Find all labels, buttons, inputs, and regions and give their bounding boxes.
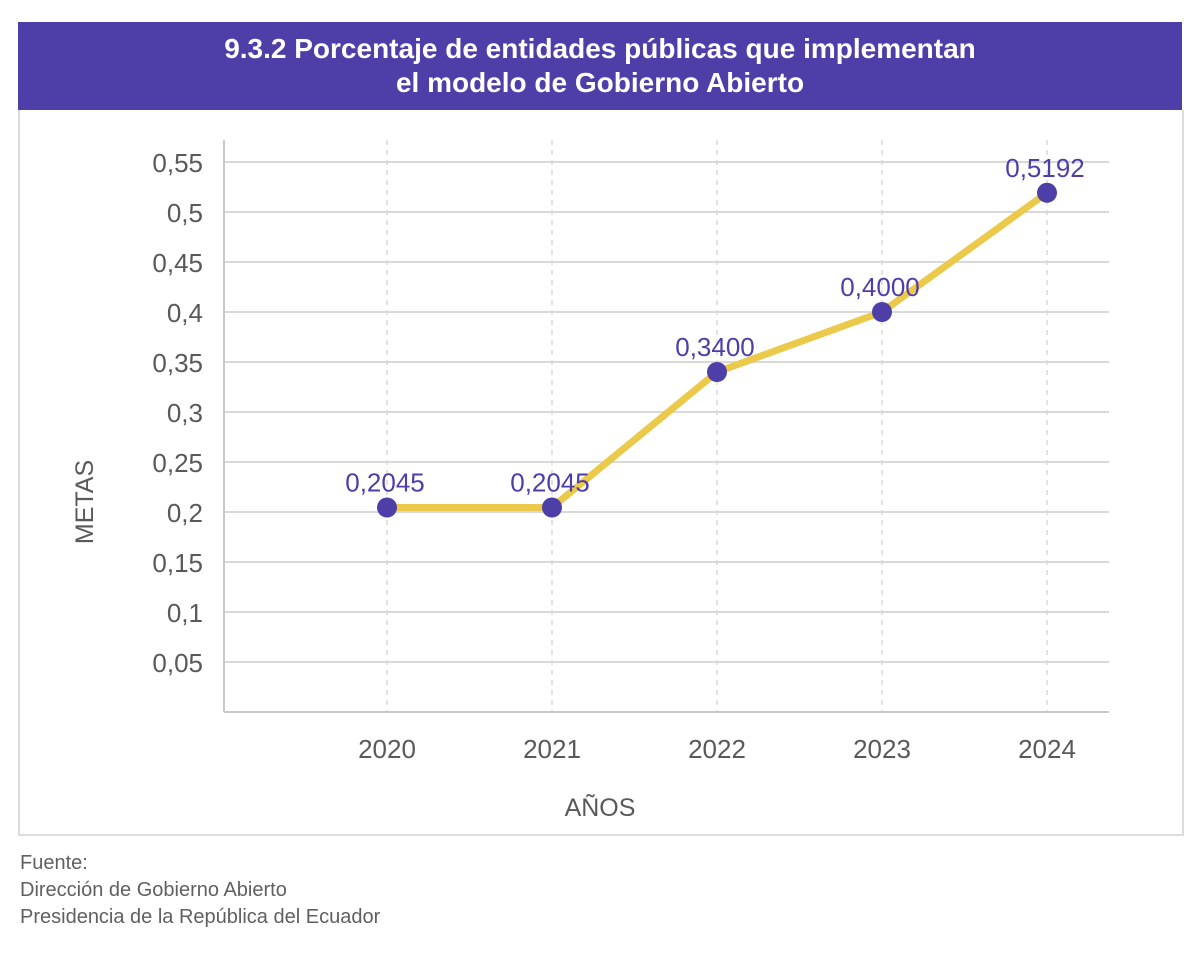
y-tick-label: 0,45: [152, 248, 203, 278]
x-tick-label: 2023: [853, 734, 911, 764]
y-tick-label: 0,2: [167, 498, 203, 528]
x-tick-label: 2024: [1018, 734, 1076, 764]
chart-title-line-2: el modelo de Gobierno Abierto: [395, 67, 805, 98]
chart-title: 9.3.2 Porcentaje de entidades públicas q…: [18, 22, 1182, 110]
y-tick-label: 0,55: [152, 148, 203, 178]
data-point-marker: [542, 497, 562, 518]
grid-lines: [224, 140, 1109, 712]
source-line-2: Presidencia de la República del Ecuador: [20, 906, 381, 928]
data-label: 0,4000: [840, 272, 920, 302]
source-label: Fuente:: [20, 852, 88, 874]
y-tick-label: 0,05: [152, 648, 203, 678]
x-tick-label: 2020: [358, 734, 416, 764]
data-series: [377, 182, 1057, 518]
axes: [223, 140, 1109, 713]
y-tick-label: 0,25: [152, 448, 203, 478]
data-label: 0,2045: [510, 468, 590, 498]
x-tick-label: 2022: [688, 734, 746, 764]
chart-title-line-1: 9.3.2 Porcentaje de entidades públicas q…: [224, 33, 976, 64]
chart-frame: [18, 110, 1184, 836]
source-note: Fuente: Dirección de Gobierno Abierto Pr…: [20, 850, 380, 931]
data-label: 0,3400: [675, 332, 755, 362]
y-tick-label: 0,15: [152, 548, 203, 578]
source-line-1: Dirección de Gobierno Abierto: [20, 879, 287, 901]
data-label: 0,2045: [345, 468, 425, 498]
y-tick-label: 0,4: [167, 298, 203, 328]
y-tick-label: 0,5: [167, 198, 203, 228]
labels: 0,05 0,1 0,15 0,2 0,25 0,3 0,35 0,4 0,45 0,5 0,55 2…: [71, 148, 1085, 822]
x-axis-title: AÑOS: [565, 793, 636, 822]
y-tick-label: 0,1: [167, 598, 203, 628]
data-point-marker: [872, 302, 892, 322]
y-axis-title: METAS: [71, 460, 99, 544]
data-point-marker: [377, 497, 397, 518]
x-tick-label: 2021: [523, 734, 581, 764]
data-label: 0,5192: [1005, 153, 1085, 183]
data-point-marker: [707, 362, 727, 382]
data-point-marker: [1037, 182, 1057, 203]
y-tick-label: 0,3: [167, 398, 203, 428]
y-tick-label: 0,35: [152, 348, 203, 378]
